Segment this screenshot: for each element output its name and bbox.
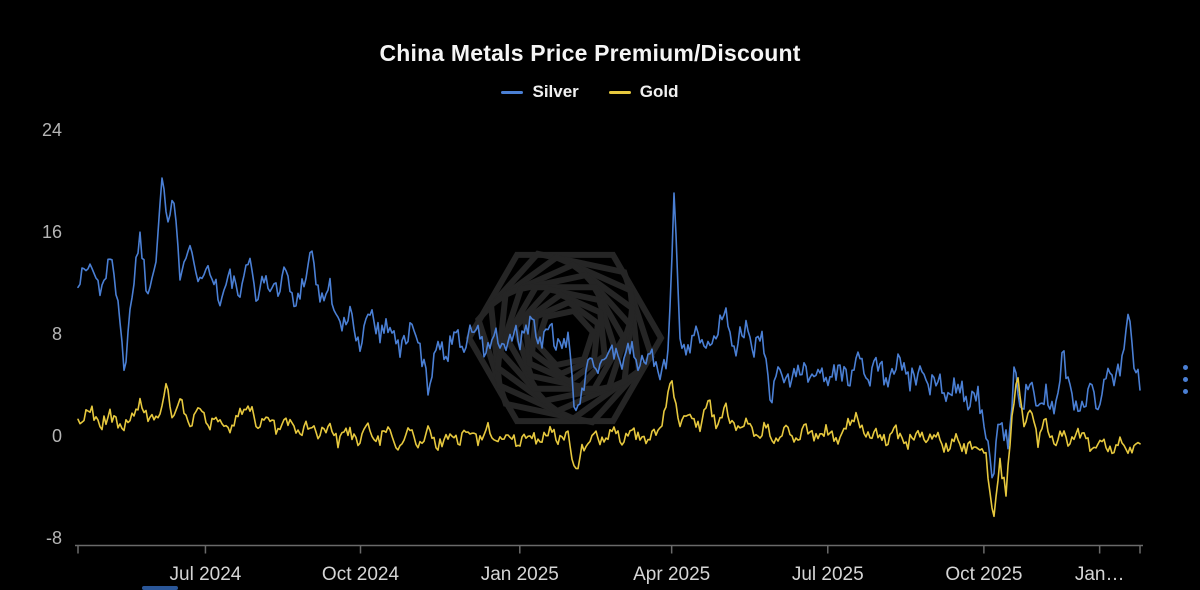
y-axis-label: 16 [42, 222, 62, 242]
gold-line-marker-icon [608, 90, 631, 94]
x-axis-label: Apr 2025 [633, 564, 710, 585]
x-axis-label: Jul 2025 [792, 564, 864, 585]
x-axis-label: Jan… [1075, 564, 1125, 585]
chart-title: China Metals Price Premium/Discount [379, 40, 801, 66]
kebab-dot [1183, 389, 1188, 394]
x-axis-label: Jul 2024 [170, 564, 242, 585]
silver-line-marker-icon [501, 90, 524, 94]
y-axis-label: 0 [52, 426, 62, 446]
kebab-menu-icon[interactable] [1181, 363, 1190, 396]
legend-item-gold[interactable]: Gold [608, 82, 679, 102]
y-axis-label: -8 [46, 528, 62, 548]
gold-series-line [77, 377, 1141, 518]
kebab-dot [1183, 365, 1188, 370]
bottom-edge-artifact [142, 586, 178, 590]
vortex-watermark-icon [465, 250, 665, 426]
x-axis-label: Oct 2024 [322, 564, 400, 585]
x-axis-label: Oct 2025 [945, 564, 1022, 585]
legend-item-silver[interactable]: Silver [501, 82, 579, 102]
kebab-dot [1183, 377, 1188, 382]
y-axis-label: 8 [52, 324, 62, 344]
legend-label-silver: Silver [532, 82, 579, 101]
silver-series-line [77, 177, 1141, 479]
legend: Silver Gold [0, 82, 1180, 102]
x-axis-label: Jan 2025 [481, 564, 559, 585]
y-axis-label: 24 [42, 120, 62, 140]
legend-label-gold: Gold [639, 82, 679, 101]
